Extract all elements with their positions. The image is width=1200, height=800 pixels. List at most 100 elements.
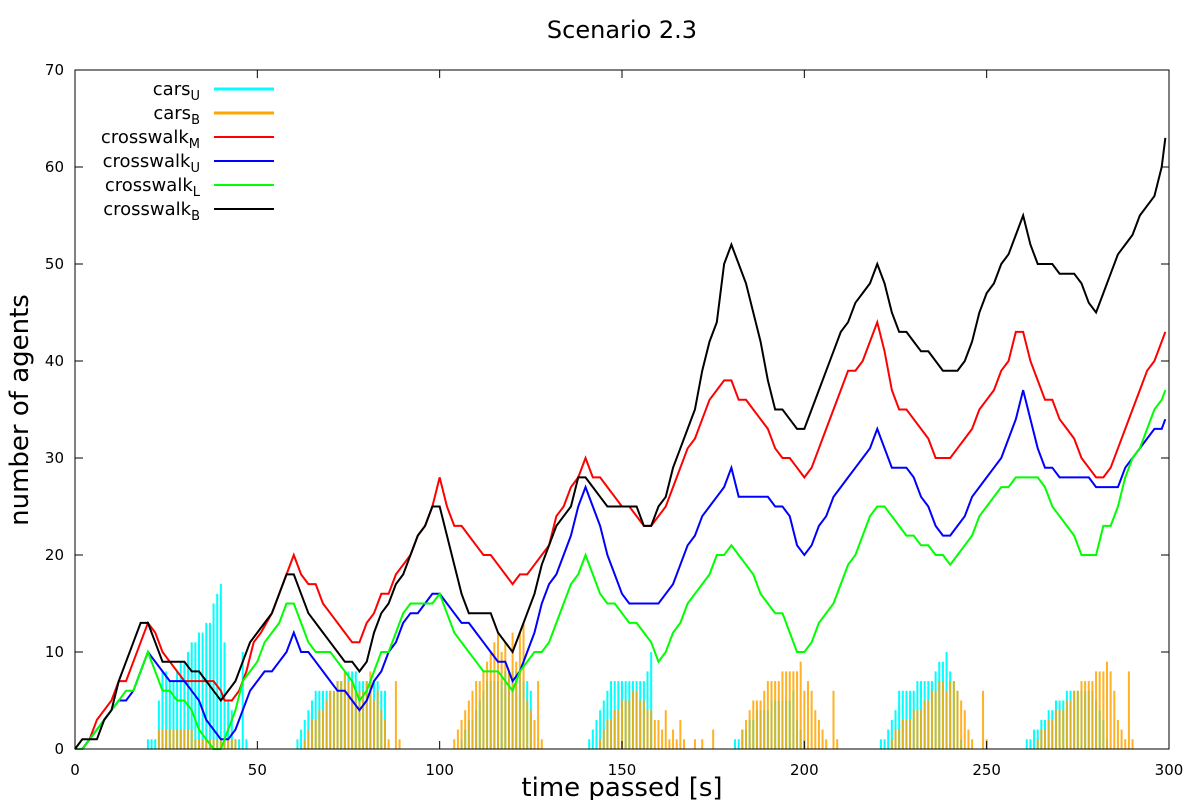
cars-b-bar [1036,739,1039,749]
cars-b-bar [187,729,190,749]
cars-b-bar [383,719,386,749]
x-tick-label: 0 [70,761,80,779]
cars-b-bar [1131,739,1134,749]
lines-layer [74,137,1167,750]
cars-b-bar [1095,671,1098,749]
cars-b-bar [668,739,671,749]
cars-b-bar [1047,719,1050,749]
cars-b-bar [785,671,788,749]
cars-b-bar [814,710,817,749]
cars-b-bar [497,632,500,749]
cars-u-bar [230,710,233,749]
cars-b-bar [657,719,660,749]
legend-label-cars-b: carsB [153,103,200,128]
cars-b-bar [909,719,912,749]
chart-title: Scenario 2.3 [547,16,697,44]
cars-b-bar [1044,729,1047,749]
cars-b-bar [1040,729,1043,749]
cars-b-bar [373,700,376,749]
cars-b-bar [949,681,952,749]
cars-b-bar [606,719,609,749]
cars-u-bar [734,739,737,749]
cars-u-bar [595,719,598,749]
cars-u-bar [161,671,164,749]
cars-b-bar [176,729,179,749]
cars-b-bar [157,729,160,749]
cars-b-bar [540,739,543,749]
cars-b-bar [675,739,678,749]
cars-u-bar [150,739,153,749]
y-tick-label: 10 [45,643,64,661]
cars-b-bar [526,700,529,749]
cars-u-bar [296,739,299,749]
cars-b-bar [599,739,602,749]
cars-b-bar [1120,729,1123,749]
cars-u-bar [883,739,886,749]
cars-u-bar [1033,729,1036,749]
cars-b-bar [624,700,627,749]
x-axis-label: time passed [s] [521,773,722,800]
cars-b-bar [890,739,893,749]
cars-b-bar [672,729,675,749]
cars-b-bar [369,671,372,749]
cars-b-bar [639,700,642,749]
cars-u-bar [165,671,168,749]
cars-b-bar [161,729,164,749]
cars-b-bar [682,739,685,749]
cars-u-bar [610,681,613,749]
cars-u-bar [146,739,149,749]
cars-b-bar [504,642,507,749]
legend-label-crosswalk-m: crosswalkM [101,127,200,152]
cars-u-bar [168,681,171,749]
cars-b-bar [314,719,317,749]
cars-b-bar [216,739,219,749]
crosswalk-b-line [74,137,1167,750]
crosswalk-m-line [75,318,1167,750]
cars-b-bar [763,690,766,749]
cars-b-bar [1124,739,1127,749]
cars-u-bar [157,700,160,749]
y-axis-label: number of agents [5,294,35,526]
cars-b-bar [362,690,365,749]
cars-b-bar [1116,719,1119,749]
cars-b-bar [467,700,470,749]
cars-b-bar [1098,671,1101,749]
cars-b-bar [941,681,944,749]
cars-b-bar [1054,710,1057,749]
cars-b-bar [821,729,824,749]
cars-b-bar [635,690,638,749]
cars-b-bar [172,729,175,749]
crosswalk-u-line [75,389,1167,750]
cars-b-bar [788,671,791,749]
x-tick-label: 150 [608,761,637,779]
cars-b-bar [482,671,485,749]
cars-b-bar [825,739,828,749]
cars-b-bar [500,652,503,749]
cars-b-bar [340,681,343,749]
cars-b-bar [741,729,744,749]
plot-frame [74,69,1170,750]
cars-b-bar [836,739,839,749]
cars-b-bar [817,719,820,749]
cars-b-bar [803,690,806,749]
cars-u-bar [1029,739,1032,749]
cars-b-bar [766,681,769,749]
x-tick-label: 300 [1155,761,1184,779]
cars-b-bar [759,700,762,749]
cars-b-bar [303,739,306,749]
x-tick-label: 250 [972,761,1001,779]
cars-u-bar [303,719,306,749]
cars-u-bar [879,739,882,749]
cars-u-bar [190,642,193,749]
cars-b-bar [956,690,959,749]
cars-b-bar [610,719,613,749]
cars-b-bar [1113,690,1116,749]
cars-b-bar [343,671,346,749]
cars-b-bar [781,671,784,749]
cars-b-bar [165,729,168,749]
cars-b-bar [307,729,310,749]
cars-b-bar [792,671,795,749]
cars-b-bar [529,710,532,749]
axes-layer: 0 50 100 150 200 250 300 0 10 20 30 40 50 60 70 [45,61,1183,779]
cars-b-bar [628,700,631,749]
